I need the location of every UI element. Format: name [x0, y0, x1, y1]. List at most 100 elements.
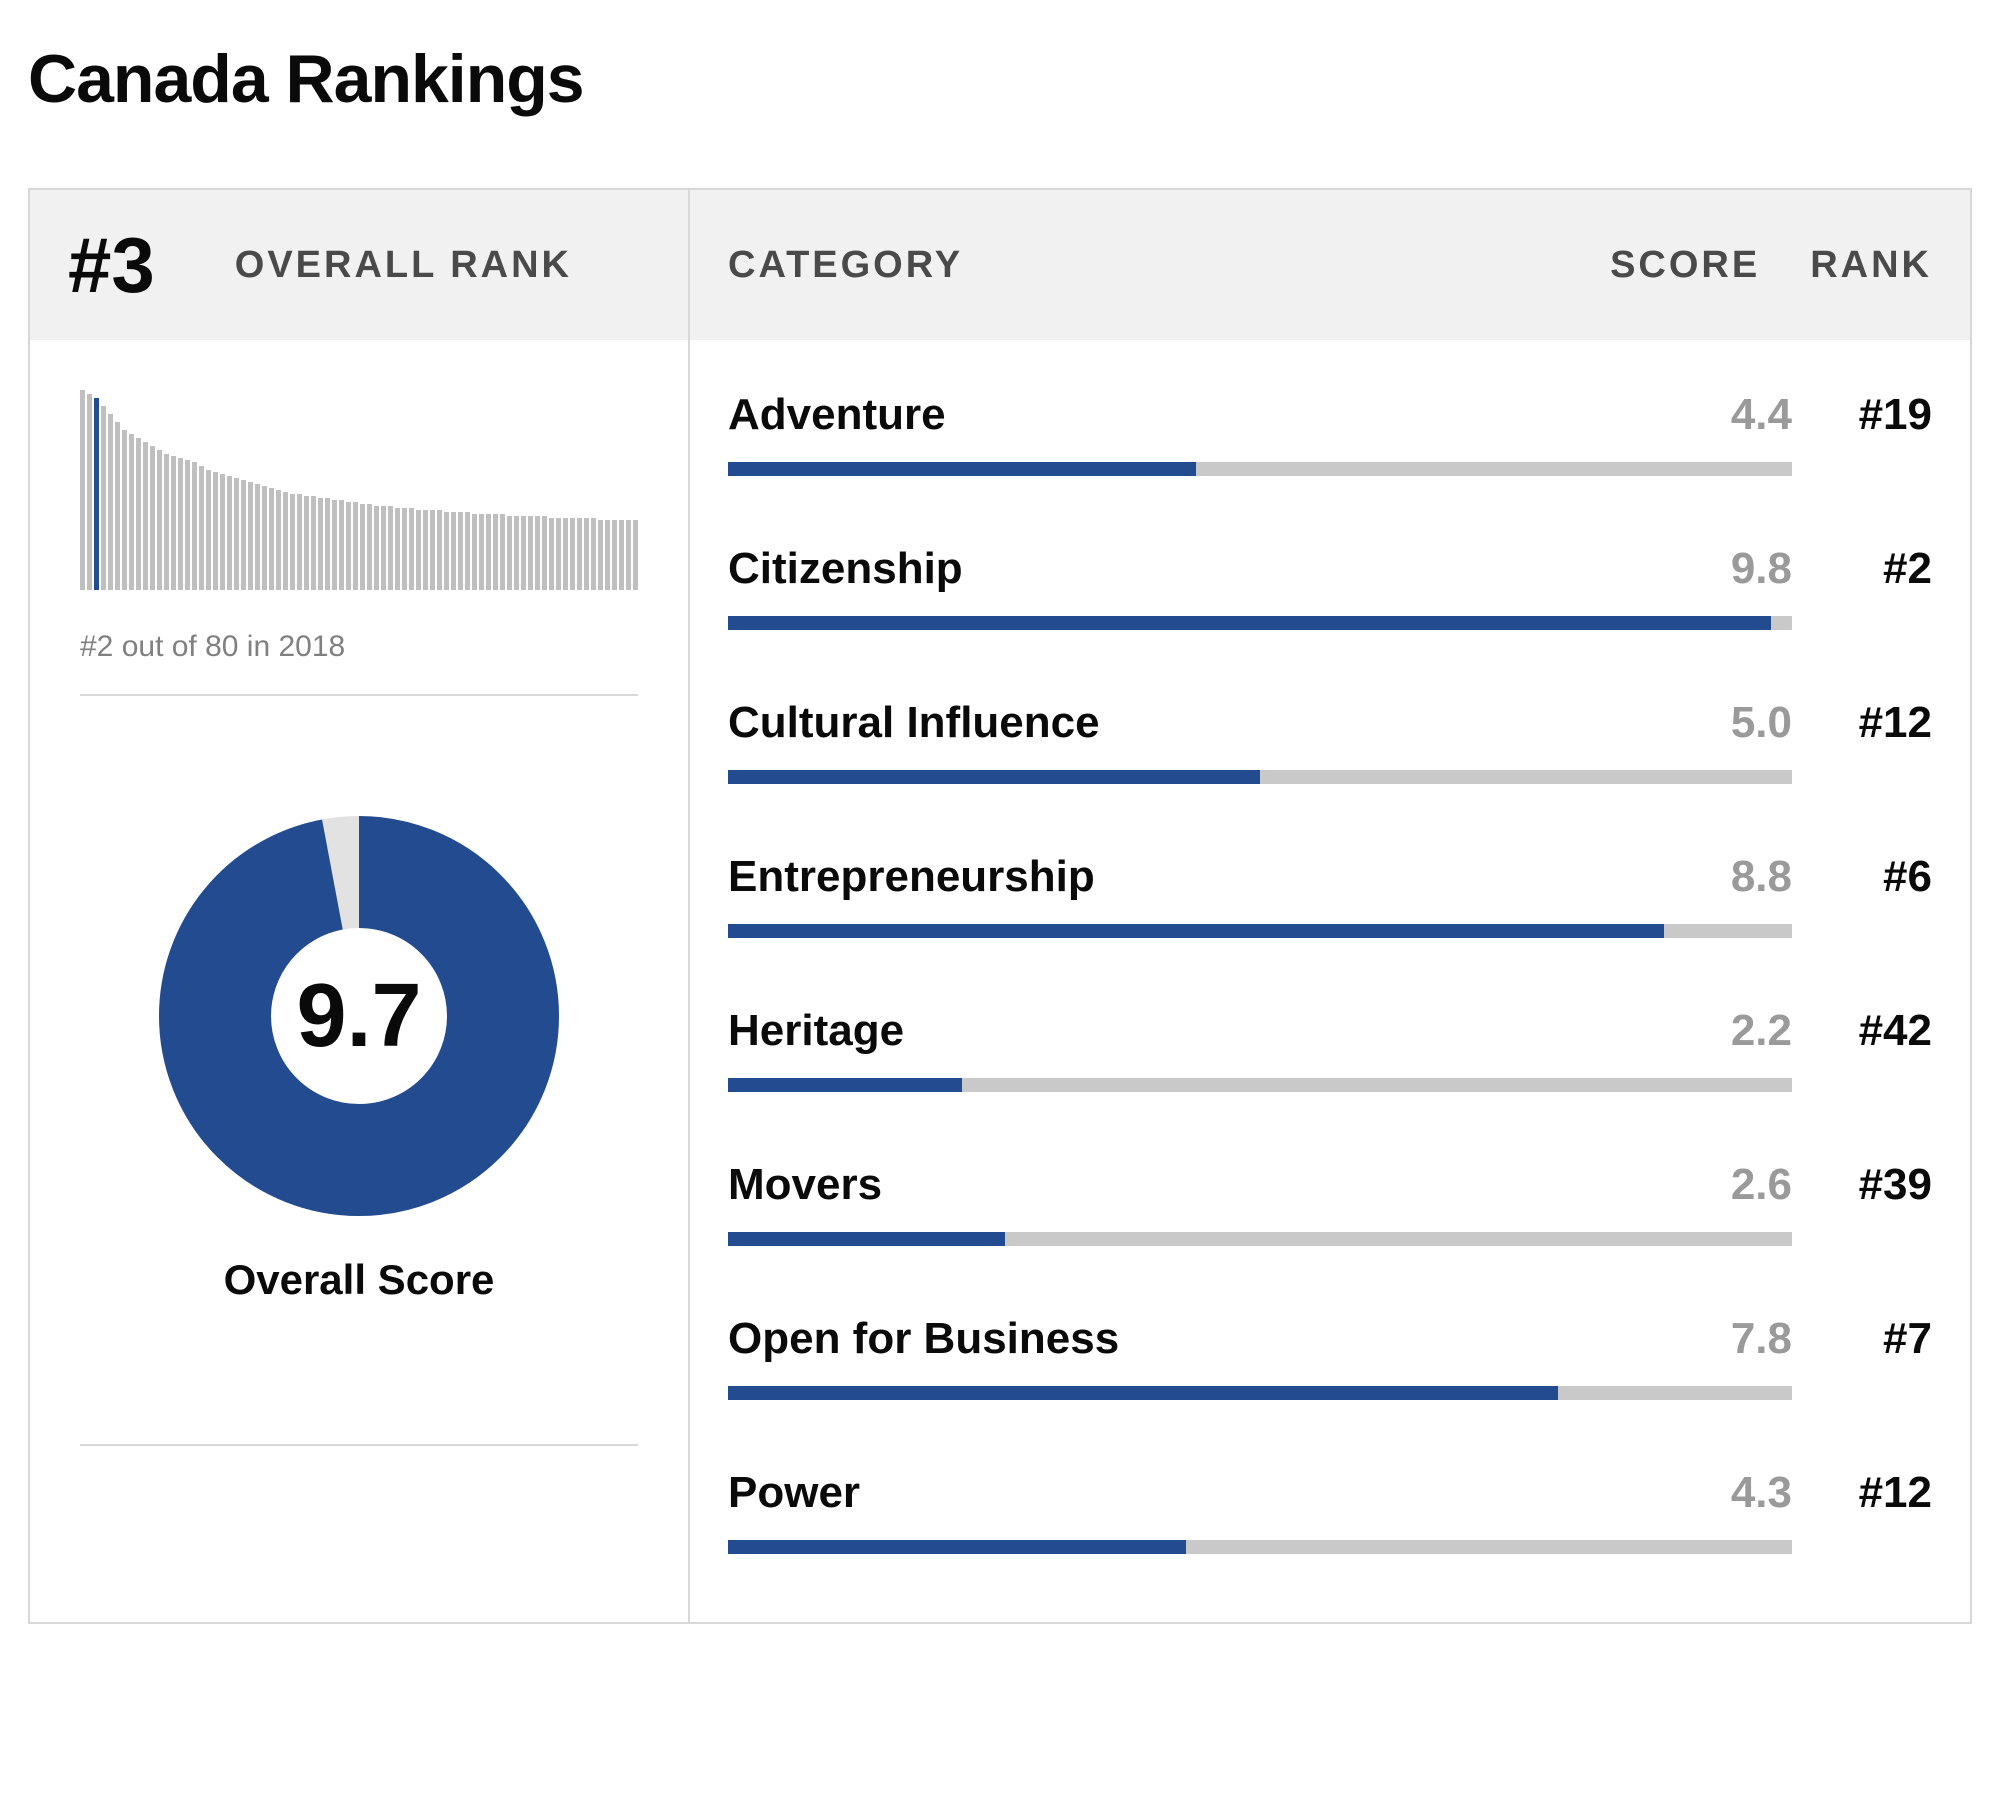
sparkline-bar — [248, 482, 253, 590]
sparkline-bar — [192, 462, 197, 590]
sparkline-bar — [444, 512, 449, 590]
sparkline-bar — [402, 508, 407, 590]
sparkline-bar — [479, 514, 484, 590]
sparkline-bar — [241, 480, 246, 590]
sparkline-bar — [157, 450, 162, 590]
category-row[interactable]: Cultural Influence5.0#12 — [728, 698, 1932, 784]
category-name: Power — [728, 1468, 1662, 1518]
category-row[interactable]: Citizenship9.8#2 — [728, 544, 1932, 630]
sparkline-bar — [633, 520, 638, 590]
sparkline-bar — [395, 508, 400, 590]
sparkline-bar — [430, 510, 435, 590]
sparkline-bar — [269, 488, 274, 590]
category-score-bar-fill — [728, 462, 1196, 476]
sparkline-bar — [332, 500, 337, 590]
category-row[interactable]: Open for Business7.8#7 — [728, 1314, 1932, 1400]
category-score-bar-fill — [728, 1386, 1558, 1400]
sparkline-bar — [423, 510, 428, 590]
overall-column: #3 OVERALL RANK #2 out of 80 in 2018 9.7… — [30, 190, 690, 1622]
sparkline-bar — [584, 518, 589, 590]
sparkline-bar — [255, 484, 260, 590]
sparkline-bar — [311, 496, 316, 590]
category-name: Citizenship — [728, 544, 1662, 594]
sparkline-bar-highlight — [94, 398, 99, 590]
sparkline-bar — [605, 520, 610, 590]
category-score: 2.2 — [1662, 1006, 1792, 1056]
category-rank: #42 — [1792, 1006, 1932, 1056]
column-header-rank: RANK — [1810, 244, 1932, 287]
sparkline-bar — [178, 458, 183, 590]
category-row[interactable]: Power4.3#12 — [728, 1468, 1932, 1554]
previous-rank-text: #2 out of 80 in 2018 — [80, 630, 638, 664]
category-score: 4.4 — [1662, 390, 1792, 440]
sparkline-bar — [528, 516, 533, 590]
category-score-bar-fill — [728, 1078, 962, 1092]
category-rank: #12 — [1792, 1468, 1932, 1518]
sparkline-bar — [220, 474, 225, 590]
overall-score-value: 9.7 — [159, 816, 559, 1216]
category-score-bar — [728, 1078, 1792, 1092]
sparkline-bar — [262, 486, 267, 590]
column-header-category: CATEGORY — [728, 244, 963, 287]
divider — [80, 694, 638, 696]
sparkline-bar — [101, 406, 106, 590]
sparkline-bar — [381, 506, 386, 590]
sparkline-bar — [598, 520, 603, 590]
category-name: Cultural Influence — [728, 698, 1662, 748]
sparkline-bar — [367, 504, 372, 590]
category-score: 2.6 — [1662, 1160, 1792, 1210]
category-row[interactable]: Movers2.6#39 — [728, 1160, 1932, 1246]
category-row[interactable]: Entrepreneurship8.8#6 — [728, 852, 1932, 938]
sparkline-bar — [234, 478, 239, 590]
sparkline-bar — [472, 514, 477, 590]
category-score: 9.8 — [1662, 544, 1792, 594]
page-title: Canada Rankings — [28, 40, 1972, 118]
category-score: 7.8 — [1662, 1314, 1792, 1364]
category-name: Adventure — [728, 390, 1662, 440]
overall-score-donut: 9.7 — [159, 816, 559, 1216]
category-score-bar — [728, 616, 1792, 630]
overall-score-section: 9.7 Overall Score — [30, 726, 688, 1364]
sparkline-bar — [185, 460, 190, 590]
sparkline-bar — [339, 500, 344, 590]
sparkline-bar — [164, 454, 169, 590]
sparkline-bar — [199, 466, 204, 590]
sparkline-bar — [115, 422, 120, 590]
sparkline-bar — [227, 476, 232, 590]
sparkline-bar — [591, 518, 596, 590]
sparkline-bar — [318, 498, 323, 590]
sparkline-bar — [416, 510, 421, 590]
column-header-score: SCORE — [1610, 244, 1760, 287]
category-score-bar — [728, 462, 1792, 476]
sparkline-bar — [563, 518, 568, 590]
sparkline-bar — [276, 490, 281, 590]
categories-column: CATEGORY SCORE RANK Adventure4.4#19 Citiz… — [690, 190, 1970, 1622]
overall-header: #3 OVERALL RANK — [30, 190, 688, 340]
overall-score-label: Overall Score — [224, 1256, 495, 1304]
sparkline-bar — [409, 508, 414, 590]
sparkline-bar — [570, 518, 575, 590]
category-score-bar-fill — [728, 924, 1664, 938]
sparkline-bar — [122, 430, 127, 590]
category-rank: #2 — [1792, 544, 1932, 594]
sparkline-bar — [304, 496, 309, 590]
sparkline-bar — [514, 516, 519, 590]
sparkline-bar — [388, 506, 393, 590]
category-rank: #6 — [1792, 852, 1932, 902]
sparkline-bar — [283, 492, 288, 590]
sparkline-bar — [500, 514, 505, 590]
sparkline-bar — [451, 512, 456, 590]
sparkline-bar — [150, 446, 155, 590]
category-list: Adventure4.4#19 Citizenship9.8#2 Cultural … — [690, 340, 1970, 1554]
sparkline-bar — [521, 516, 526, 590]
category-row[interactable]: Adventure4.4#19 — [728, 390, 1932, 476]
category-score-bar — [728, 1232, 1792, 1246]
sparkline-bar — [465, 512, 470, 590]
sparkline-bar — [535, 516, 540, 590]
category-score-bar — [728, 1386, 1792, 1400]
category-score-bar-fill — [728, 616, 1771, 630]
sparkline-bar — [374, 506, 379, 590]
sparkline-bar — [136, 438, 141, 590]
categories-header: CATEGORY SCORE RANK — [690, 190, 1970, 340]
category-row[interactable]: Heritage2.2#42 — [728, 1006, 1932, 1092]
